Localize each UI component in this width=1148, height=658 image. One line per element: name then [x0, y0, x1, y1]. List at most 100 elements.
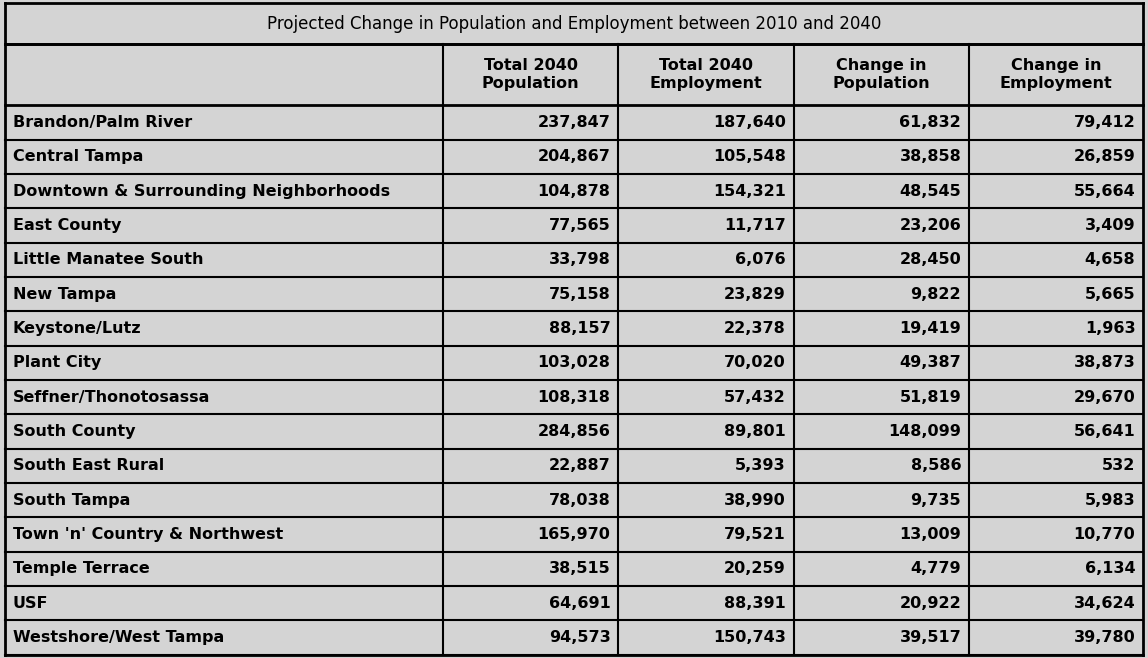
Text: 88,157: 88,157 [549, 321, 611, 336]
Text: 33,798: 33,798 [549, 252, 611, 267]
Text: Total 2040
Employment: Total 2040 Employment [650, 58, 762, 91]
Bar [443, 277, 619, 311]
Bar [969, 586, 1143, 620]
Text: 154,321: 154,321 [713, 184, 785, 199]
Bar [619, 551, 793, 586]
Text: 28,450: 28,450 [899, 252, 961, 267]
Text: 22,887: 22,887 [549, 459, 611, 473]
Bar [5, 517, 443, 551]
Bar [443, 586, 619, 620]
Text: New Tampa: New Tampa [13, 287, 116, 301]
Text: 4,779: 4,779 [910, 561, 961, 576]
Text: 204,867: 204,867 [537, 149, 611, 164]
Bar [969, 380, 1143, 415]
Text: 11,717: 11,717 [724, 218, 785, 233]
Text: 38,873: 38,873 [1073, 355, 1135, 370]
Bar [443, 380, 619, 415]
Text: 237,847: 237,847 [537, 115, 611, 130]
Text: 48,545: 48,545 [899, 184, 961, 199]
Bar [443, 449, 619, 483]
Text: 26,859: 26,859 [1073, 149, 1135, 164]
Bar [619, 483, 793, 517]
Bar [969, 345, 1143, 380]
Text: 23,829: 23,829 [724, 287, 785, 301]
Text: Keystone/Lutz: Keystone/Lutz [13, 321, 141, 336]
Bar [619, 311, 793, 345]
Text: 64,691: 64,691 [549, 595, 611, 611]
Bar [5, 415, 443, 449]
Text: Seffner/Thonotosassa: Seffner/Thonotosassa [13, 390, 210, 405]
Bar [793, 517, 969, 551]
Text: Little Manatee South: Little Manatee South [13, 252, 203, 267]
Bar [969, 311, 1143, 345]
Bar [969, 174, 1143, 209]
Text: 23,206: 23,206 [899, 218, 961, 233]
Bar [443, 44, 619, 105]
Bar [969, 449, 1143, 483]
Bar [969, 483, 1143, 517]
Bar [793, 586, 969, 620]
Text: 5,983: 5,983 [1085, 493, 1135, 508]
Text: Westshore/West Tampa: Westshore/West Tampa [13, 630, 224, 645]
Bar [793, 449, 969, 483]
Text: 165,970: 165,970 [537, 527, 611, 542]
Text: 34,624: 34,624 [1073, 595, 1135, 611]
Bar [969, 209, 1143, 243]
Text: 75,158: 75,158 [549, 287, 611, 301]
Bar [619, 44, 793, 105]
Bar [443, 483, 619, 517]
Text: Downtown & Surrounding Neighborhoods: Downtown & Surrounding Neighborhoods [13, 184, 390, 199]
Text: 9,822: 9,822 [910, 287, 961, 301]
Bar [443, 551, 619, 586]
Bar [969, 620, 1143, 655]
Bar [619, 277, 793, 311]
Bar [793, 415, 969, 449]
Bar [443, 415, 619, 449]
Text: South Tampa: South Tampa [13, 493, 130, 508]
Bar [619, 209, 793, 243]
Text: 284,856: 284,856 [537, 424, 611, 439]
Bar [5, 620, 443, 655]
Bar [793, 551, 969, 586]
Text: Total 2040
Population: Total 2040 Population [482, 58, 580, 91]
Text: Central Tampa: Central Tampa [13, 149, 144, 164]
Bar [5, 311, 443, 345]
Text: 187,640: 187,640 [713, 115, 785, 130]
Text: 39,517: 39,517 [899, 630, 961, 645]
Text: East County: East County [13, 218, 121, 233]
Bar [5, 277, 443, 311]
Bar [619, 105, 793, 139]
Bar [5, 139, 443, 174]
Bar [5, 209, 443, 243]
Bar [969, 415, 1143, 449]
Text: Temple Terrace: Temple Terrace [13, 561, 149, 576]
Bar [619, 620, 793, 655]
Text: South East Rural: South East Rural [13, 459, 164, 473]
Text: Plant City: Plant City [13, 355, 101, 370]
Bar [5, 380, 443, 415]
Text: 532: 532 [1102, 459, 1135, 473]
Bar [5, 3, 1143, 44]
Bar [969, 44, 1143, 105]
Text: 39,780: 39,780 [1073, 630, 1135, 645]
Bar [793, 139, 969, 174]
Bar [443, 139, 619, 174]
Bar [619, 415, 793, 449]
Text: Change in
Employment: Change in Employment [1000, 58, 1112, 91]
Text: South County: South County [13, 424, 135, 439]
Bar [5, 483, 443, 517]
Text: 89,801: 89,801 [724, 424, 785, 439]
Text: 8,586: 8,586 [910, 459, 961, 473]
Bar [969, 551, 1143, 586]
Text: 9,735: 9,735 [910, 493, 961, 508]
Text: 108,318: 108,318 [537, 390, 611, 405]
Text: 19,419: 19,419 [899, 321, 961, 336]
Bar [969, 139, 1143, 174]
Text: 78,038: 78,038 [549, 493, 611, 508]
Text: 5,665: 5,665 [1085, 287, 1135, 301]
Text: 148,099: 148,099 [889, 424, 961, 439]
Bar [619, 586, 793, 620]
Text: 88,391: 88,391 [724, 595, 785, 611]
Bar [443, 517, 619, 551]
Text: 150,743: 150,743 [713, 630, 785, 645]
